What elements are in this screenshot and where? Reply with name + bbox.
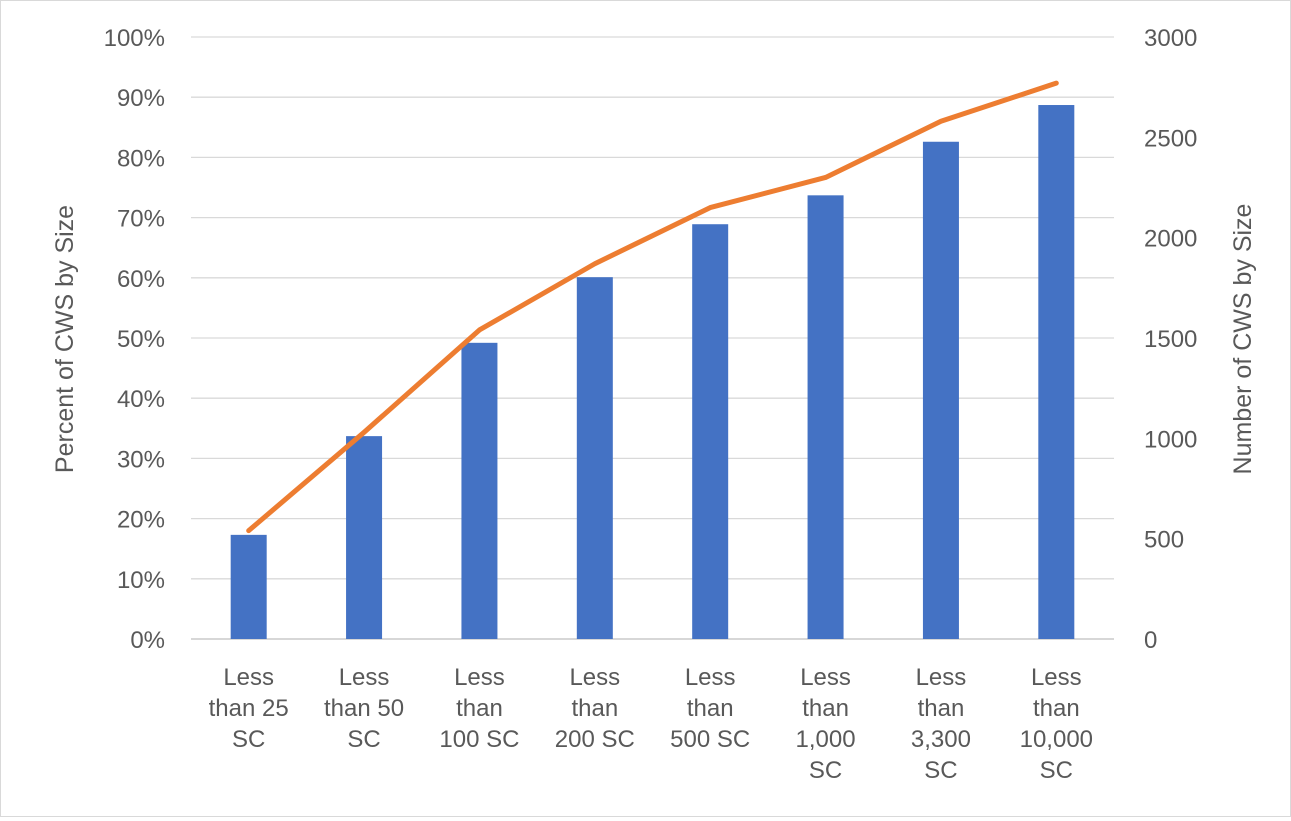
left-tick-label: 0%	[130, 627, 165, 654]
right-tick-label: 2500	[1144, 125, 1197, 152]
bar	[346, 436, 383, 639]
left-tick-label: 50%	[117, 326, 165, 353]
category-axis-ticks: Less than 25 SC Less than 50 SC Less than 100 SC…	[209, 664, 1093, 784]
category-label: Less than 1,000 SC	[796, 664, 856, 784]
left-axis-ticks: 0% 10% 20% 30% 40% 50% 60% 70% 80% 90% 100%	[104, 25, 165, 654]
right-axis-title: Number of CWS by Size	[1229, 204, 1257, 475]
right-tick-label: 2000	[1144, 226, 1197, 253]
left-tick-label: 90%	[117, 85, 165, 112]
bar	[461, 342, 498, 639]
right-tick-label: 0	[1144, 627, 1157, 654]
bar	[692, 224, 729, 640]
line-series	[246, 80, 1059, 534]
right-tick-label: 3000	[1144, 25, 1197, 52]
left-tick-label: 40%	[117, 386, 165, 413]
bar-series	[230, 105, 1075, 640]
right-tick-label: 1000	[1144, 426, 1197, 453]
category-label: Less than 3,300 SC	[911, 664, 971, 784]
bar	[1038, 105, 1075, 639]
bar	[922, 141, 959, 640]
left-tick-label: 60%	[117, 266, 165, 293]
right-tick-label: 1500	[1144, 326, 1197, 353]
category-label: Less than 25 SC	[209, 664, 289, 753]
bar	[807, 195, 844, 640]
left-tick-label: 100%	[104, 25, 165, 52]
right-tick-label: 500	[1144, 527, 1184, 554]
bar	[576, 277, 613, 639]
left-tick-label: 20%	[117, 507, 165, 534]
bar	[230, 534, 267, 639]
left-tick-label: 30%	[117, 446, 165, 473]
category-label: Less than 10,000 SC	[1020, 664, 1093, 784]
left-tick-label: 10%	[117, 567, 165, 594]
gridlines	[191, 36, 1114, 640]
series-line	[246, 80, 1059, 534]
category-label: Less than 200 SC	[555, 664, 635, 753]
left-tick-label: 80%	[117, 145, 165, 172]
category-label: Less than 500 SC	[670, 664, 750, 753]
category-label: Less than 100 SC	[439, 664, 519, 753]
left-tick-label: 70%	[117, 206, 165, 233]
category-label: Less than 50 SC	[324, 664, 404, 753]
right-axis-ticks: 0 500 1000 1500 2000 2500 3000	[1144, 25, 1197, 654]
left-axis-title: Percent of CWS by Size	[51, 205, 79, 473]
